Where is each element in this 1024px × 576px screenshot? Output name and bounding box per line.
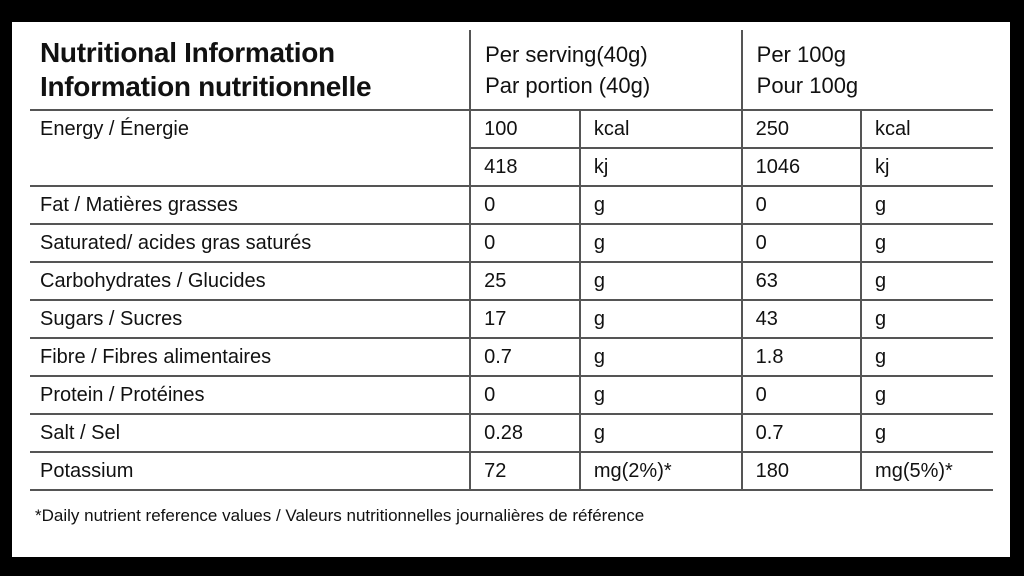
title-line-fr: Information nutritionnelle — [40, 70, 372, 102]
per100-value: 0 — [740, 376, 862, 415]
serving-value: 418 — [469, 148, 580, 187]
serving-value: 17 — [469, 300, 580, 339]
serving-unit: g — [578, 300, 742, 339]
serving-unit: kj — [578, 148, 742, 187]
per100-unit: g — [860, 186, 993, 225]
per-serving-line-en: Per serving(40g) — [485, 41, 648, 67]
table-header-row: Nutritional Information Information nutr… — [30, 30, 993, 111]
per100-unit: kj — [860, 148, 993, 187]
serving-unit: g — [578, 338, 742, 377]
nutrition-table-wrap: Nutritional Information Information nutr… — [30, 30, 993, 491]
serving-value: 25 — [469, 262, 580, 301]
table-row-carbohydrates: Carbohydrates / Glucides 25 g 63 g — [30, 262, 993, 301]
per-100g-line-fr: Pour 100g — [756, 72, 859, 98]
serving-value: 72 — [469, 452, 580, 491]
per100-unit: g — [860, 262, 993, 301]
table-row-saturated: Saturated/ acides gras saturés 0 g 0 g — [30, 224, 993, 263]
row-label: Sugars / Sucres — [30, 300, 471, 339]
per100-value: 1046 — [740, 148, 862, 187]
title-line-en: Nutritional Information — [40, 36, 335, 68]
per100-value: 43 — [740, 300, 862, 339]
footnote: *Daily nutrient reference values / Valeu… — [35, 506, 645, 525]
serving-value: 0 — [469, 186, 580, 225]
table-row-salt: Salt / Sel 0.28 g 0.7 g — [30, 414, 993, 453]
serving-unit: g — [578, 186, 742, 225]
per-100g-line-en: Per 100g — [756, 41, 846, 67]
serving-unit: g — [578, 262, 742, 301]
per100-unit: g — [860, 376, 993, 415]
table-row-sugars: Sugars / Sucres 17 g 43 g — [30, 300, 993, 339]
page-title: Nutritional Information Information nutr… — [30, 30, 471, 111]
column-header-per-100g: Per 100g Pour 100g — [740, 30, 993, 111]
serving-value: 100 — [469, 110, 580, 149]
per100-unit: g — [860, 224, 993, 263]
row-label: Saturated/ acides gras saturés — [30, 224, 471, 263]
per100-value: 180 — [740, 452, 862, 491]
per100-unit: mg(5%)* — [860, 452, 993, 491]
table-row-fibre: Fibre / Fibres alimentaires 0.7 g 1.8 g — [30, 338, 993, 377]
row-label: Fat / Matières grasses — [30, 186, 471, 225]
per100-value: 0 — [740, 224, 862, 263]
serving-unit: mg(2%)* — [578, 452, 742, 491]
serving-unit: kcal — [578, 110, 742, 149]
per100-unit: g — [860, 414, 993, 453]
column-header-per-serving: Per serving(40g) Par portion (40g) — [469, 30, 742, 111]
row-label: Salt / Sel — [30, 414, 471, 453]
row-label: Energy / Énergie — [30, 110, 471, 187]
table-row-potassium: Potassium 72 mg(2%)* 180 mg(5%)* — [30, 452, 993, 491]
row-label: Protein / Protéines — [30, 376, 471, 415]
table-row-energy-kj: 418 kj 1046 kj — [30, 148, 993, 187]
table-row-energy-kcal: Energy / Énergie 100 kcal 250 kcal — [30, 110, 993, 187]
per100-unit: kcal — [860, 110, 993, 149]
per-serving-line-fr: Par portion (40g) — [485, 72, 651, 98]
serving-value: 0.7 — [469, 338, 580, 377]
serving-value: 0.28 — [469, 414, 580, 453]
serving-value: 0 — [469, 376, 580, 415]
serving-value: 0 — [469, 224, 580, 263]
serving-unit: g — [578, 224, 742, 263]
serving-unit: g — [578, 376, 742, 415]
per100-value: 250 — [740, 110, 862, 149]
per100-unit: g — [860, 300, 993, 339]
per100-value: 1.8 — [740, 338, 862, 377]
row-label: Potassium — [30, 452, 471, 491]
nutrition-table: Nutritional Information Information nutr… — [30, 30, 993, 491]
per100-value: 0 — [740, 186, 862, 225]
nutrition-label-panel: Nutritional Information Information nutr… — [12, 22, 1010, 557]
per100-value: 63 — [740, 262, 862, 301]
row-label: Carbohydrates / Glucides — [30, 262, 471, 301]
table-row-fat: Fat / Matières grasses 0 g 0 g — [30, 186, 993, 225]
table-row-protein: Protein / Protéines 0 g 0 g — [30, 376, 993, 415]
row-label: Fibre / Fibres alimentaires — [30, 338, 471, 377]
per100-value: 0.7 — [740, 414, 862, 453]
per100-unit: g — [860, 338, 993, 377]
serving-unit: g — [578, 414, 742, 453]
